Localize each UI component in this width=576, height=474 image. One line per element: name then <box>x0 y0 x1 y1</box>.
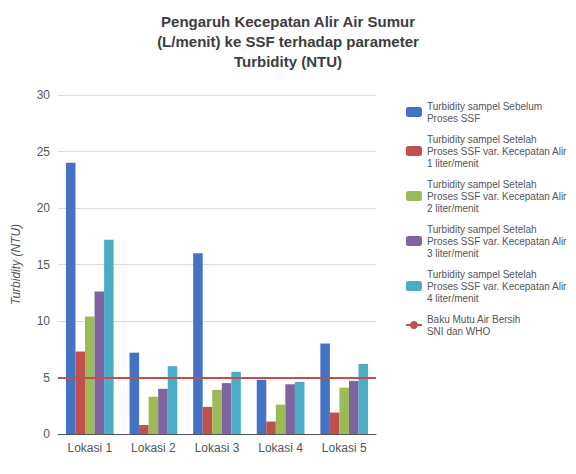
svg-text:Turbidity sampel Setelah: Turbidity sampel Setelah <box>427 269 537 280</box>
svg-text:SNI dan WHO: SNI dan WHO <box>427 326 491 337</box>
svg-text:Proses SSF: Proses SSF <box>427 113 480 124</box>
svg-text:Baku Mutu Air Bersih: Baku Mutu Air Bersih <box>427 314 520 325</box>
svg-text:Proses SSF var. Kecepatan Alir: Proses SSF var. Kecepatan Alir <box>427 146 567 157</box>
svg-text:30: 30 <box>37 88 51 102</box>
svg-text:Proses SSF var. Kecepatan Alir: Proses SSF var. Kecepatan Alir <box>427 236 567 247</box>
svg-text:Turbidity sampel Setelah: Turbidity sampel Setelah <box>427 134 537 145</box>
svg-text:Lokasi 4: Lokasi 4 <box>258 441 303 455</box>
svg-text:20: 20 <box>37 201 51 215</box>
svg-text:Lokasi 5: Lokasi 5 <box>322 441 367 455</box>
svg-text:10: 10 <box>37 314 51 328</box>
svg-text:Lokasi 1: Lokasi 1 <box>67 441 112 455</box>
svg-text:25: 25 <box>37 145 51 159</box>
svg-text:Turbidity sampel Setelah: Turbidity sampel Setelah <box>427 179 537 190</box>
svg-text:4 liter/menit: 4 liter/menit <box>427 293 479 304</box>
svg-text:0: 0 <box>43 427 50 441</box>
svg-text:1 liter/menit: 1 liter/menit <box>427 158 479 169</box>
svg-text:Turbidity sampel Setelah: Turbidity sampel Setelah <box>427 224 537 235</box>
svg-text:Turbidity sampel Sebelum: Turbidity sampel Sebelum <box>427 101 542 112</box>
svg-text:Lokasi 3: Lokasi 3 <box>195 441 240 455</box>
svg-text:3 liter/menit: 3 liter/menit <box>427 248 479 259</box>
svg-text:2 liter/menit: 2 liter/menit <box>427 203 479 214</box>
svg-text:15: 15 <box>37 258 51 272</box>
svg-text:5: 5 <box>43 371 50 385</box>
svg-text:Proses SSF var. Kecepatan Alir: Proses SSF var. Kecepatan Alir <box>427 191 567 202</box>
svg-text:(L/menit) ke SSF terhadap para: (L/menit) ke SSF terhadap parameter <box>157 33 419 50</box>
svg-text:Pengaruh Kecepatan Alir Air Su: Pengaruh Kecepatan Alir Air Sumur <box>161 13 415 30</box>
svg-text:Proses SSF var. Kecepatan Alir: Proses SSF var. Kecepatan Alir <box>427 281 567 292</box>
svg-text:Turbidity (NTU): Turbidity (NTU) <box>234 53 342 70</box>
svg-text:Lokasi 2: Lokasi 2 <box>131 441 176 455</box>
svg-text:Turbidity (NTU): Turbidity (NTU) <box>9 224 23 305</box>
